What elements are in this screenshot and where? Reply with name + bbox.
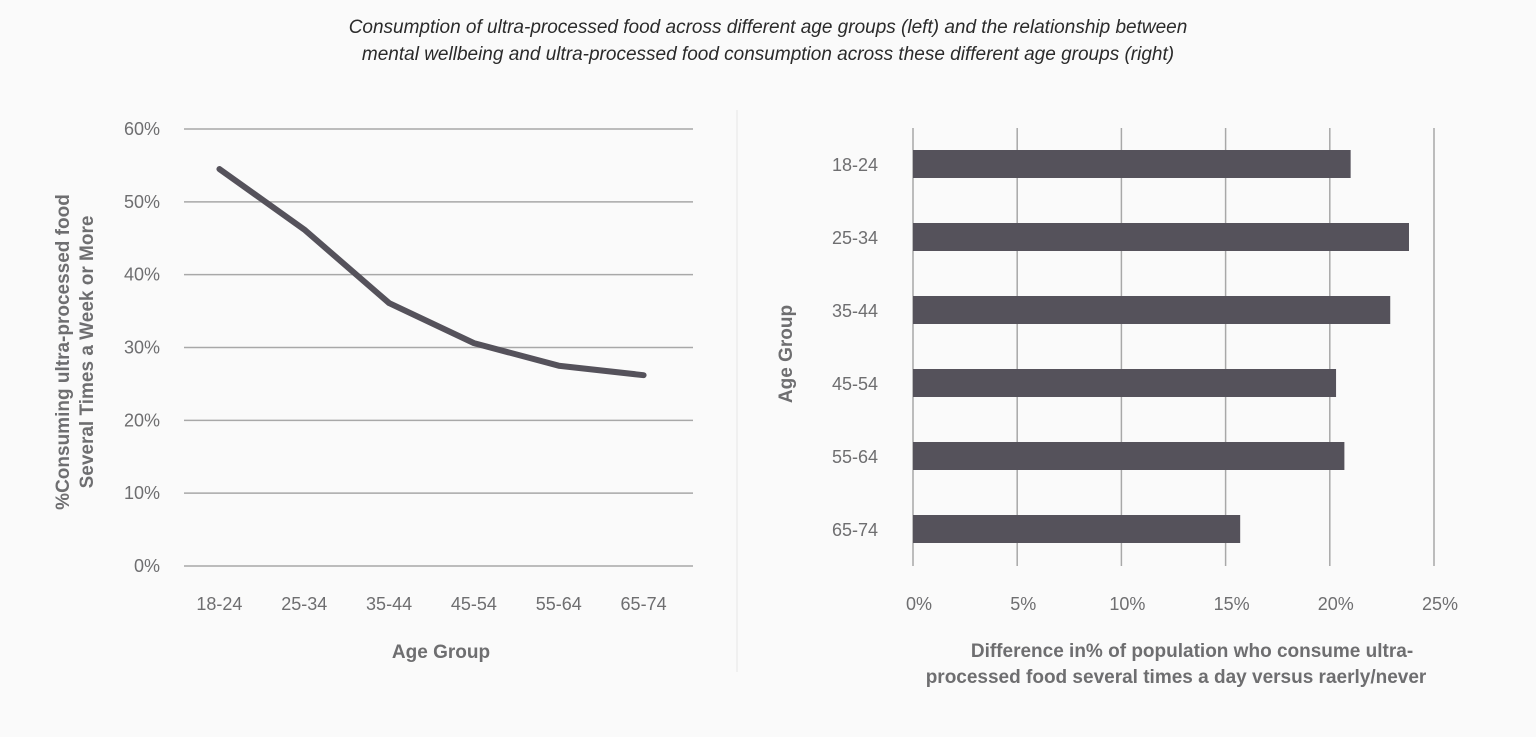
x-tick-label: 25-34 bbox=[281, 594, 327, 614]
bar bbox=[913, 442, 1345, 470]
series-line bbox=[216, 166, 647, 379]
left-x-axis-label: Age Group bbox=[392, 642, 490, 663]
bar bbox=[913, 296, 1391, 324]
x-tick-label: 0% bbox=[906, 594, 932, 614]
x-tick-label: 15% bbox=[1214, 594, 1250, 614]
x-tick-label: 45-54 bbox=[451, 594, 497, 614]
right-x-axis-label-line-2: processed food several times a day versu… bbox=[926, 667, 1427, 688]
line-chart: 0% 10% 20% 30% 40% 50% 60% 18-24 25-34 35-44 45-54… bbox=[124, 119, 693, 614]
bar bbox=[913, 515, 1241, 543]
x-tick-label: 35-44 bbox=[366, 594, 412, 614]
y-tick-label: 35-44 bbox=[832, 301, 878, 321]
left-y-axis-label-line-1: %Consuming ultra-processed food bbox=[53, 194, 74, 510]
x-tick-label: 65-74 bbox=[621, 594, 667, 614]
x-tick-label: 5% bbox=[1010, 594, 1036, 614]
x-tick-label: 18-24 bbox=[196, 594, 242, 614]
x-tick-label: 25% bbox=[1422, 594, 1458, 614]
y-tick-label: 18-24 bbox=[832, 155, 878, 175]
y-tick-label: 65-74 bbox=[832, 520, 878, 540]
x-tick-label: 20% bbox=[1318, 594, 1354, 614]
y-tick-label: 50% bbox=[124, 192, 160, 212]
y-tick-label: 45-54 bbox=[832, 374, 878, 394]
bar bbox=[913, 150, 1351, 178]
y-tick-label: 25-34 bbox=[832, 228, 878, 248]
y-tick-label: 55-64 bbox=[832, 447, 878, 467]
y-tick-label: 0% bbox=[134, 556, 160, 576]
bar-chart: 0% 5% 10% 15% 20% 25% 18-24 25-34 35-44 45-54 55-6… bbox=[832, 128, 1458, 614]
x-tick-label: 10% bbox=[1109, 594, 1145, 614]
y-tick-label: 10% bbox=[124, 483, 160, 503]
bar bbox=[913, 223, 1409, 251]
y-tick-label: 40% bbox=[124, 265, 160, 285]
title-line-1: Consumption of ultra-processed food acro… bbox=[348, 17, 1188, 38]
x-tick-label: 55-64 bbox=[536, 594, 582, 614]
y-tick-label: 60% bbox=[124, 119, 160, 139]
y-tick-label: 30% bbox=[124, 338, 160, 358]
bar bbox=[913, 369, 1337, 397]
chart-title: Consumption of ultra-processed food acro… bbox=[0, 14, 1536, 68]
right-x-axis-label-line-1: Difference in% of population who consume… bbox=[971, 641, 1413, 662]
right-y-axis-label: Age Group bbox=[776, 305, 797, 403]
title-line-2: mental wellbeing and ultra-processed foo… bbox=[361, 44, 1175, 65]
y-tick-label: 20% bbox=[124, 410, 160, 430]
left-y-axis-label-line-2: Several Times a Week or More bbox=[77, 216, 98, 489]
